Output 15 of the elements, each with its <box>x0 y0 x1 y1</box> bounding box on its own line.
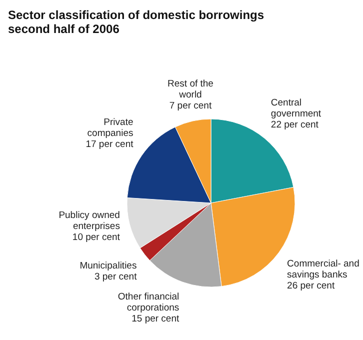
data-label: 26 per cent <box>287 280 335 292</box>
chart-title: Sector classification of domestic borrowings second half of 2006 <box>8 8 266 38</box>
data-label: 17 per cent <box>86 139 134 150</box>
slice-label: Central government <box>270 98 322 120</box>
data-label: 10 per cent <box>72 232 120 243</box>
data-label: 22 per cent <box>270 120 319 131</box>
slice-label: Private companies <box>87 117 134 140</box>
slice-label: Other financial corporations <box>118 291 180 314</box>
slice-label: Municipalities <box>80 260 137 272</box>
data-label: 3 per cent <box>94 272 138 283</box>
slice-label: Rest of the world <box>168 78 214 100</box>
data-label: 15 per cent <box>132 313 180 324</box>
data-label: 7 per cent <box>169 100 212 112</box>
slice-label: Commercial- and savings banks <box>287 258 360 280</box>
slice-label: Publicy owned enterprises <box>58 210 120 232</box>
